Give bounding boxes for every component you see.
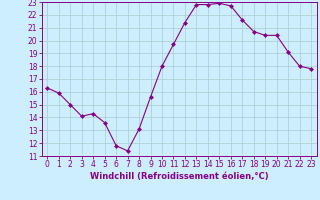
X-axis label: Windchill (Refroidissement éolien,°C): Windchill (Refroidissement éolien,°C) xyxy=(90,172,268,181)
